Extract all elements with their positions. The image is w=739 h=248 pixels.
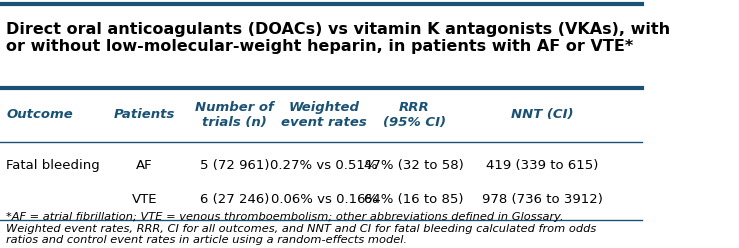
Text: NNT (CI): NNT (CI) [511, 108, 573, 122]
Text: 419 (339 to 615): 419 (339 to 615) [486, 159, 599, 172]
Text: 0.27% vs 0.51%: 0.27% vs 0.51% [270, 159, 378, 172]
Text: *AF = atrial fibrillation; VTE = venous thromboembolism; other abbreviations def: *AF = atrial fibrillation; VTE = venous … [7, 212, 596, 245]
Text: 64% (16 to 85): 64% (16 to 85) [364, 193, 464, 206]
Text: 5 (72 961): 5 (72 961) [200, 159, 269, 172]
Text: 0.06% vs 0.16%: 0.06% vs 0.16% [270, 193, 378, 206]
Text: Patients: Patients [114, 108, 175, 122]
Text: Direct oral anticoagulants (DOACs) vs vitamin K antagonists (VKAs), with
or with: Direct oral anticoagulants (DOACs) vs vi… [7, 22, 670, 54]
Text: VTE: VTE [132, 193, 157, 206]
Text: Fatal bleeding: Fatal bleeding [7, 159, 101, 172]
Text: AF: AF [136, 159, 153, 172]
Text: Outcome: Outcome [7, 108, 73, 122]
Text: Number of
trials (n): Number of trials (n) [195, 101, 273, 129]
Text: 6 (27 246): 6 (27 246) [200, 193, 269, 206]
Text: RRR
(95% CI): RRR (95% CI) [383, 101, 446, 129]
Text: 47% (32 to 58): 47% (32 to 58) [364, 159, 464, 172]
Text: 978 (736 to 3912): 978 (736 to 3912) [482, 193, 603, 206]
Text: Weighted
event rates: Weighted event rates [282, 101, 367, 129]
